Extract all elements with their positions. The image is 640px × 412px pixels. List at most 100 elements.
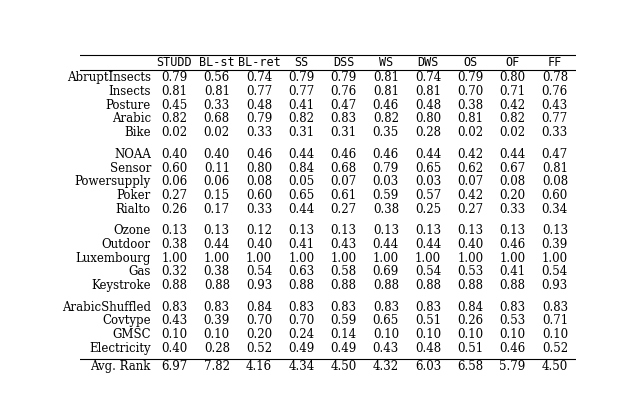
Text: 0.82: 0.82: [288, 112, 314, 125]
Text: 0.83: 0.83: [330, 301, 356, 314]
Text: 0.28: 0.28: [204, 342, 230, 355]
Text: 0.59: 0.59: [372, 189, 399, 202]
Text: 0.60: 0.60: [246, 189, 272, 202]
Text: 0.13: 0.13: [161, 225, 188, 237]
Text: 0.13: 0.13: [204, 225, 230, 237]
Text: 0.13: 0.13: [330, 225, 356, 237]
Text: 0.38: 0.38: [204, 265, 230, 279]
Text: Powersupply: Powersupply: [75, 175, 151, 188]
Text: BL-ret: BL-ret: [237, 56, 280, 69]
Text: 0.88: 0.88: [288, 279, 314, 292]
Text: 0.46: 0.46: [246, 148, 272, 161]
Text: 1.00: 1.00: [372, 252, 399, 265]
Text: OS: OS: [463, 56, 477, 69]
Text: 0.61: 0.61: [330, 189, 356, 202]
Text: 0.70: 0.70: [246, 314, 272, 328]
Text: 0.44: 0.44: [288, 148, 314, 161]
Text: 0.43: 0.43: [330, 238, 356, 251]
Text: 0.34: 0.34: [541, 203, 568, 215]
Text: 0.06: 0.06: [204, 175, 230, 188]
Text: 0.79: 0.79: [288, 72, 314, 84]
Text: 0.31: 0.31: [330, 126, 356, 139]
Text: 7.82: 7.82: [204, 360, 230, 373]
Text: 0.69: 0.69: [372, 265, 399, 279]
Text: 4.34: 4.34: [288, 360, 314, 373]
Text: 0.43: 0.43: [372, 342, 399, 355]
Text: 0.52: 0.52: [542, 342, 568, 355]
Text: 0.10: 0.10: [500, 328, 525, 341]
Text: 4.16: 4.16: [246, 360, 272, 373]
Text: 0.02: 0.02: [458, 126, 483, 139]
Text: 0.77: 0.77: [288, 85, 314, 98]
Text: 0.46: 0.46: [330, 148, 356, 161]
Text: Arabic: Arabic: [112, 112, 151, 125]
Text: 0.07: 0.07: [457, 175, 483, 188]
Text: 0.47: 0.47: [330, 99, 356, 112]
Text: 0.33: 0.33: [541, 126, 568, 139]
Text: 0.48: 0.48: [415, 99, 441, 112]
Text: 0.81: 0.81: [373, 85, 399, 98]
Text: 0.10: 0.10: [204, 328, 230, 341]
Text: 0.42: 0.42: [458, 189, 483, 202]
Text: 0.40: 0.40: [161, 148, 188, 161]
Text: 0.84: 0.84: [288, 162, 314, 175]
Text: 0.41: 0.41: [500, 265, 525, 279]
Text: 0.48: 0.48: [246, 99, 272, 112]
Text: 0.82: 0.82: [500, 112, 525, 125]
Text: 0.79: 0.79: [457, 72, 483, 84]
Text: 0.74: 0.74: [415, 72, 441, 84]
Text: 0.31: 0.31: [288, 126, 314, 139]
Text: 0.42: 0.42: [500, 99, 525, 112]
Text: 0.10: 0.10: [458, 328, 483, 341]
Text: Posture: Posture: [106, 99, 151, 112]
Text: 0.51: 0.51: [415, 314, 441, 328]
Text: 1.00: 1.00: [288, 252, 314, 265]
Text: 0.80: 0.80: [415, 112, 441, 125]
Text: 0.88: 0.88: [373, 279, 399, 292]
Text: 0.80: 0.80: [246, 162, 272, 175]
Text: 0.10: 0.10: [372, 328, 399, 341]
Text: 0.44: 0.44: [499, 148, 525, 161]
Text: 0.13: 0.13: [372, 225, 399, 237]
Text: WS: WS: [379, 56, 393, 69]
Text: Luxembourg: Luxembourg: [76, 252, 151, 265]
Text: 0.82: 0.82: [373, 112, 399, 125]
Text: 0.83: 0.83: [204, 301, 230, 314]
Text: 0.93: 0.93: [246, 279, 272, 292]
Text: 0.67: 0.67: [499, 162, 525, 175]
Text: 0.65: 0.65: [372, 314, 399, 328]
Text: Avg. Rank: Avg. Rank: [90, 360, 151, 373]
Text: 0.79: 0.79: [246, 112, 272, 125]
Text: 0.80: 0.80: [500, 72, 525, 84]
Text: 0.26: 0.26: [161, 203, 188, 215]
Text: SS: SS: [294, 56, 308, 69]
Text: 0.74: 0.74: [246, 72, 272, 84]
Text: Ozone: Ozone: [113, 225, 151, 237]
Text: Outdoor: Outdoor: [102, 238, 151, 251]
Text: 0.43: 0.43: [161, 314, 188, 328]
Text: Keystroke: Keystroke: [92, 279, 151, 292]
Text: 0.17: 0.17: [204, 203, 230, 215]
Text: 0.08: 0.08: [542, 175, 568, 188]
Text: 6.03: 6.03: [415, 360, 441, 373]
Text: 0.20: 0.20: [500, 189, 525, 202]
Text: 0.77: 0.77: [541, 112, 568, 125]
Text: 6.97: 6.97: [161, 360, 188, 373]
Text: 0.78: 0.78: [542, 72, 568, 84]
Text: 0.84: 0.84: [246, 301, 272, 314]
Text: 0.82: 0.82: [161, 112, 188, 125]
Text: 0.44: 0.44: [415, 148, 441, 161]
Text: 1.00: 1.00: [246, 252, 272, 265]
Text: 0.28: 0.28: [415, 126, 441, 139]
Text: 0.57: 0.57: [415, 189, 441, 202]
Text: 0.58: 0.58: [330, 265, 356, 279]
Text: 0.10: 0.10: [415, 328, 441, 341]
Text: 0.83: 0.83: [161, 301, 188, 314]
Text: Gas: Gas: [129, 265, 151, 279]
Text: 0.40: 0.40: [457, 238, 483, 251]
Text: 0.62: 0.62: [458, 162, 483, 175]
Text: Covtype: Covtype: [102, 314, 151, 328]
Text: STUDD: STUDD: [157, 56, 193, 69]
Text: 0.77: 0.77: [246, 85, 272, 98]
Text: 0.42: 0.42: [458, 148, 483, 161]
